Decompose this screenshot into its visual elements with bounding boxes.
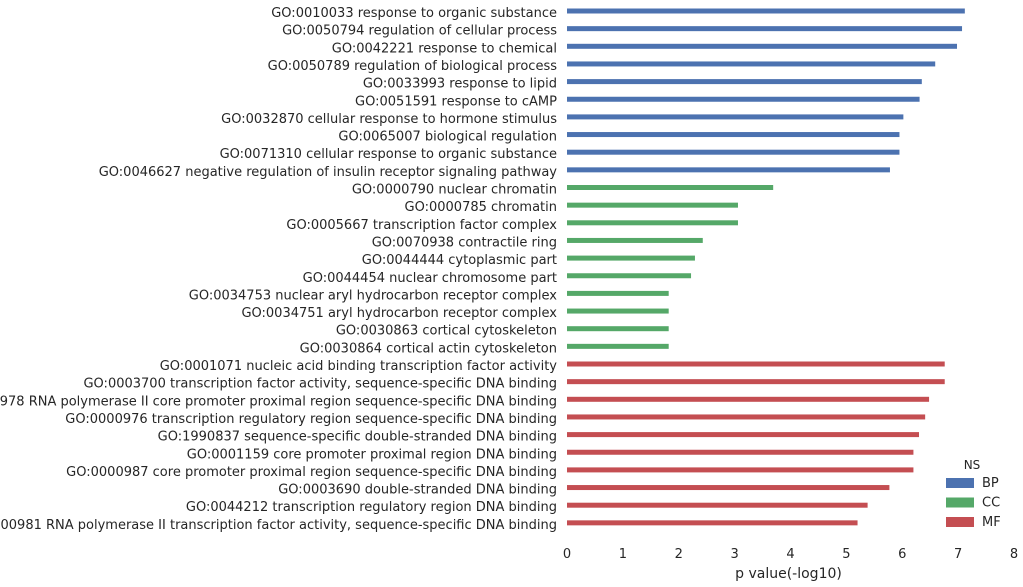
- category-label: GO:0042221 response to chemical: [332, 41, 557, 56]
- legend-label-bp: BP: [982, 476, 999, 491]
- bar-bp: [567, 43, 958, 49]
- x-tick-label: 8: [1010, 547, 1018, 562]
- x-axis: 0 1 2 3 4 5 6 7 8 p value(-log10): [563, 547, 1018, 582]
- category-label: GO:0000790 nuclear chromatin: [352, 183, 557, 198]
- category-label: GO:0044212 transcription regulatory regi…: [186, 500, 557, 515]
- legend-title: NS: [964, 458, 981, 472]
- category-label: GO:0000981 RNA polymerase II transcripti…: [0, 518, 557, 533]
- bar-bp: [567, 26, 963, 32]
- bar-cc: [567, 308, 669, 314]
- category-label: GO:0071310 cellular response to organic …: [220, 147, 557, 162]
- bar-mf: [567, 396, 930, 402]
- bar-cc: [567, 273, 692, 279]
- x-axis-title: p value(-log10): [735, 566, 842, 582]
- bar-bp: [567, 167, 890, 173]
- bar-cc: [567, 185, 774, 190]
- legend-label-cc: CC: [982, 496, 1000, 511]
- bar-mf: [567, 485, 890, 491]
- category-label: GO:0034753 nuclear aryl hydrocarbon rece…: [189, 288, 558, 303]
- category-label: GO:0044454 nuclear chromosome part: [303, 271, 557, 286]
- x-tick-label: 1: [619, 547, 627, 562]
- category-label: GO:0034751 aryl hydrocarbon receptor com…: [241, 306, 557, 321]
- bar-cc: [567, 255, 695, 261]
- bar-cc: [567, 290, 669, 296]
- bars: [567, 8, 965, 526]
- legend-swatch-bp: [946, 478, 974, 488]
- category-label: GO:0000785 chromatin: [405, 200, 557, 215]
- bar-bp: [567, 8, 965, 14]
- bar-cc: [567, 326, 669, 332]
- bar-mf: [567, 502, 868, 508]
- x-tick-label: 3: [730, 547, 738, 562]
- category-label: GO:0065007 biological regulation: [338, 130, 557, 145]
- x-tick-label: 7: [954, 547, 962, 562]
- category-label: GO:0000976 transcription regulatory regi…: [65, 412, 557, 427]
- category-label: GO:0000978 RNA polymerase II core promot…: [0, 394, 557, 409]
- x-tick-label: 5: [842, 547, 850, 562]
- bar-bp: [567, 61, 936, 67]
- category-label: GO:0050789 regulation of biological proc…: [268, 59, 558, 74]
- legend-swatch-mf: [946, 517, 974, 527]
- bar-mf: [567, 361, 945, 367]
- legend-label-mf: MF: [982, 515, 1001, 530]
- category-label: GO:0001071 nucleic acid binding transcri…: [160, 359, 558, 374]
- x-tick-label: 4: [786, 547, 794, 562]
- x-tick-label: 6: [898, 547, 906, 562]
- category-label: GO:0000987 core promoter proximal region…: [66, 465, 557, 480]
- x-tick-label: 0: [563, 547, 571, 562]
- category-label: GO:0070938 contractile ring: [372, 235, 557, 250]
- bar-bp: [567, 96, 920, 102]
- category-label: GO:0010033 response to organic substance: [271, 6, 557, 21]
- bar-bp: [567, 132, 900, 138]
- bar-cc: [567, 343, 669, 349]
- bar-mf: [567, 432, 920, 438]
- bar-mf: [567, 520, 858, 526]
- category-label: GO:0050794 regulation of cellular proces…: [282, 24, 557, 39]
- bar-bp: [567, 149, 900, 155]
- category-label: GO:0030864 cortical actin cytoskeleton: [300, 341, 557, 356]
- bar-mf: [567, 467, 914, 473]
- bar-mf: [567, 414, 926, 420]
- category-label: GO:0003690 double-stranded DNA binding: [278, 483, 557, 498]
- category-label: GO:0046627 negative regulation of insuli…: [99, 165, 558, 180]
- category-label: GO:0033993 response to lipid: [363, 77, 557, 92]
- category-label: GO:0001159 core promoter proximal region…: [187, 447, 557, 462]
- bar-cc: [567, 220, 738, 226]
- category-label: GO:0032870 cellular response to hormone …: [221, 112, 557, 127]
- bar-mf: [567, 379, 945, 385]
- category-label: GO:0030863 cortical cytoskeleton: [336, 324, 557, 339]
- legend-swatch-cc: [946, 497, 974, 508]
- bar-cc: [567, 237, 703, 243]
- category-label: GO:0003700 transcription factor activity…: [83, 377, 557, 392]
- bar-mf: [567, 449, 914, 455]
- category-label: GO:0051591 response to cAMP: [355, 94, 557, 109]
- bar-bp: [567, 79, 922, 85]
- x-tick-label: 2: [675, 547, 683, 562]
- category-labels: GO:0010033 response to organic substance…: [0, 6, 557, 533]
- category-label: GO:1990837 sequence-specific double-stra…: [158, 430, 557, 445]
- category-label: GO:0044444 cytoplasmic part: [362, 253, 557, 268]
- bar-cc: [567, 202, 738, 208]
- category-label: GO:0005667 transcription factor complex: [286, 218, 557, 233]
- bar-bp: [567, 114, 904, 120]
